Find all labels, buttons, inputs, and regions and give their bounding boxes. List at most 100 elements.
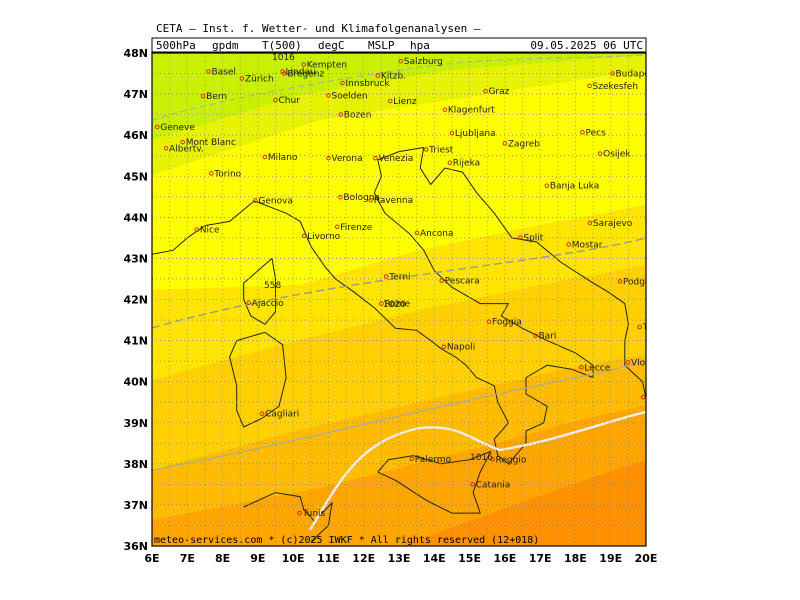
city-label: Klagenfurt [448, 106, 495, 116]
city-label: Chur [279, 96, 301, 106]
header-field: 500hPa [156, 39, 196, 52]
city-dot [155, 124, 160, 130]
city-dot [610, 71, 615, 76]
city-marker: Lecce [579, 363, 611, 373]
city-dot [379, 301, 384, 306]
city-marker: Vlora [625, 358, 654, 368]
latitude-tick-label: 44N [123, 211, 148, 224]
city-label: Bregenz [287, 70, 324, 80]
city-label: Napoli [447, 343, 475, 353]
longitude-tick-label: 20E [635, 552, 658, 565]
longitude-tick-label: 15E [458, 552, 481, 565]
city-dot [368, 197, 374, 203]
city-dot [442, 107, 448, 112]
city-dot [326, 93, 331, 98]
city-marker: Podgorica [617, 277, 667, 287]
city-marker: Bregenz [282, 70, 324, 80]
city-dot [409, 456, 414, 462]
longitude-tick-label: 10E [282, 552, 305, 565]
city-label: Kempten [307, 61, 347, 71]
city-dot [384, 274, 389, 279]
city-label: Pecs [585, 128, 606, 138]
city-label: Korfu [646, 393, 670, 403]
contour-label: 1016 [272, 53, 295, 63]
header-field: hpa [410, 39, 430, 52]
city-label: Budapest [615, 70, 658, 80]
city-dot [163, 146, 169, 151]
city-label: Zagreb [508, 139, 540, 149]
header-field: MSLP [368, 39, 395, 52]
city-label: Salzburg [404, 57, 443, 67]
contour-line [152, 54, 646, 121]
city-label: Lienz [393, 97, 417, 107]
header-field: T(500) [262, 39, 302, 52]
city-label: Sarajevo [593, 219, 633, 229]
city-label: Podgorica [623, 277, 667, 287]
city-label: Cagliari [265, 410, 299, 420]
city-marker: Reggio [490, 455, 527, 465]
city-marker: Firenze [335, 223, 373, 233]
longitude-axis: 6E 7E 8E 9E 10E 11E 12E 13E 14E 15E 16E 17E 18E 19E 20… [144, 552, 657, 565]
city-dot [338, 194, 343, 200]
city-dot [637, 324, 642, 330]
contour-line [152, 359, 646, 471]
city-dot [262, 154, 268, 160]
city-label: Ancona [420, 229, 454, 239]
city-label: Genova [258, 196, 293, 206]
city-dot [375, 73, 381, 78]
city-dot [587, 83, 592, 89]
city-marker: Bozen [338, 111, 372, 121]
city-dot [209, 171, 214, 176]
city-marker: Bologna [338, 193, 380, 203]
header-field: gpdm [212, 39, 239, 52]
contour-labels: 558 1016 1020 1016 [264, 53, 493, 463]
city-label: Lecce [584, 363, 610, 373]
city-dot [200, 93, 206, 99]
contour-label: 1016 [470, 453, 493, 463]
longitude-tick-label: 11E [317, 552, 340, 565]
city-label: Mont Blanc [186, 138, 236, 148]
city-dot [239, 76, 245, 81]
latitude-tick-label: 45N [123, 170, 148, 183]
city-marker: Ravenna [368, 196, 413, 206]
city-marker: Tunis [297, 509, 326, 519]
city-marker: Split [518, 233, 544, 243]
city-marker: Palermo [409, 455, 452, 465]
city-dot [273, 97, 278, 103]
city-marker: Cagliari [259, 410, 299, 420]
latitude-axis: 48N 47N 46N 45N 44N 43N 42N 41N 40N 39N 38N 37N 36N [123, 47, 148, 553]
longitude-tick-label: 19E [599, 552, 622, 565]
latitude-tick-label: 48N [123, 47, 148, 60]
city-dot [502, 141, 508, 146]
latitude-tick-label: 46N [123, 129, 148, 142]
city-marker: Rijeka [447, 159, 480, 169]
city-dot [486, 319, 492, 324]
city-label: Mostar [572, 240, 603, 250]
contour-lines [152, 54, 646, 531]
city-marker: Albertv. [163, 144, 204, 154]
city-label: Bern [206, 92, 227, 102]
city-label: Bozen [344, 111, 372, 121]
city-marker: Klagenfurt [442, 106, 495, 116]
city-dot [587, 220, 593, 226]
latitude-tick-label: 40N [123, 376, 148, 389]
city-marker: Verona [326, 154, 363, 164]
city-marker: Kitzb. [375, 72, 406, 82]
city-dot [194, 227, 200, 232]
city-marker: Genova [253, 196, 293, 206]
city-dot [246, 300, 251, 306]
longitude-tick-label: 6E [144, 552, 159, 565]
longitude-tick-label: 8E [215, 552, 230, 565]
city-dot [414, 230, 420, 236]
city-label: Vlora [631, 358, 654, 368]
latitude-tick-label: 38N [123, 458, 148, 471]
city-label: Albertv. [169, 144, 204, 154]
city-dot [387, 98, 393, 104]
city-label: Split [523, 233, 543, 243]
copyright-footer: meteo-services.com * (c)2025 IWKF * All … [154, 535, 539, 546]
city-label: Reggio [496, 455, 527, 465]
city-dot [441, 344, 447, 349]
map-title: CETA – Inst. f. Wetter- und Klimafolgena… [156, 22, 481, 35]
city-marker: Mont Blanc [180, 138, 236, 148]
